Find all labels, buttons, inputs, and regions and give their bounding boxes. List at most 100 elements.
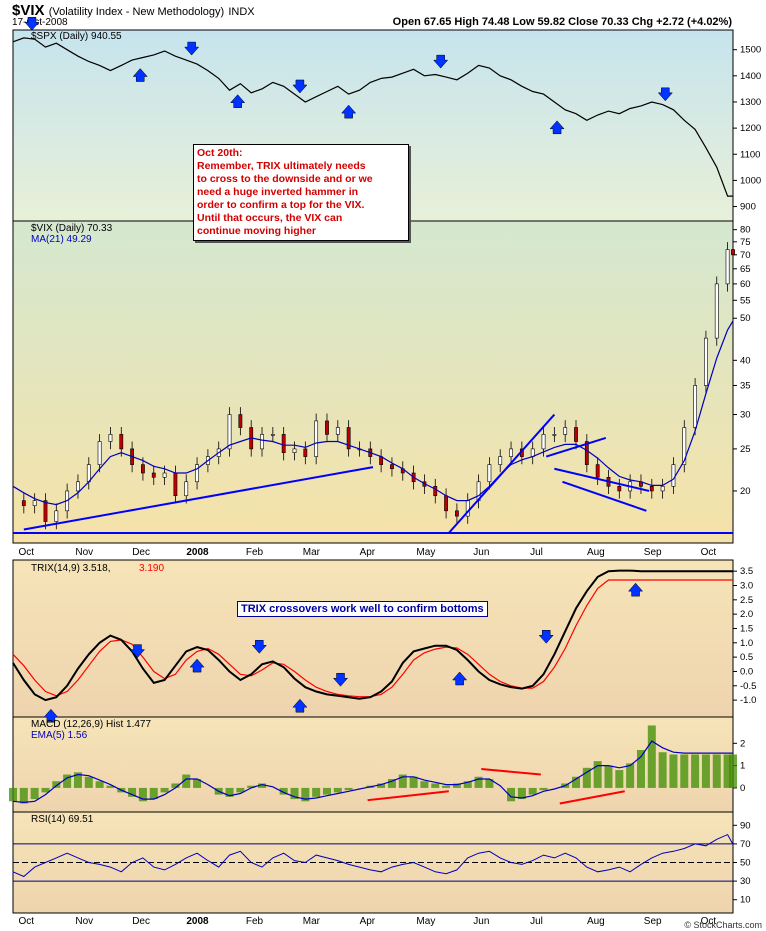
candle-body [314,420,319,457]
ema-line [12,740,733,804]
hist-bar [52,781,61,788]
y-tick-label: 80 [740,225,751,236]
hist-bar [387,779,396,788]
hist-bar [312,787,321,797]
y-tick-label: 65 [740,264,751,275]
candle-body [693,385,698,428]
up-arrow-icon [452,671,468,686]
rsi-legend: RSI(14) 69.51 [31,814,94,825]
x-tick-label: Apr [360,547,376,558]
hist-bar [420,781,429,788]
y-tick-label: 55 [740,295,751,306]
y-tick-label: 25 [740,444,751,455]
x-tick-label: Jun [473,916,489,927]
y-tick-label: 1300 [740,97,761,108]
y-tick-label: 2.0 [740,609,753,620]
y-tick-label: 1 [740,761,745,772]
spx-line [12,37,733,197]
hist-bar [582,767,591,788]
candle-body [552,434,557,436]
up-arrow-icon [43,708,59,723]
divergence-line [481,767,541,776]
hist-bar [729,754,737,788]
hist-bar [701,754,710,788]
hist-bar [431,783,440,788]
x-tick-label: Oct [19,916,35,927]
x-tick-label: Nov [75,916,93,927]
hist-bar [160,787,169,793]
hist-bar [517,787,526,800]
hist-bar [647,725,656,788]
y-tick-label: 900 [740,202,756,213]
y-tick-label: 50 [740,313,751,324]
up-arrow-icon [292,698,308,713]
candle-body [173,472,178,497]
down-arrow-icon [433,54,449,69]
candle-body [32,500,37,506]
y-tick-label: 60 [740,279,751,290]
candle-body [21,500,26,506]
ema-legend: EMA(5) 1.56 [31,730,88,741]
hist-bar [333,787,342,793]
y-tick-label: 50 [740,858,751,869]
x-tick-label: Dec [132,547,150,558]
y-tick-label: 1100 [740,149,760,160]
y-tick-label: -1.0 [740,695,756,706]
hist-bar [572,776,581,788]
down-arrow-icon [332,672,349,687]
y-tick-label: 1400 [740,71,761,82]
x-tick-label: Jul [530,916,543,927]
candle-body [509,448,513,457]
brand-label: © StockCharts.com [684,920,762,930]
y-tick-label: -0.5 [740,681,756,692]
hist-bar [463,781,472,788]
candle-body [346,427,351,450]
candle-body [731,249,735,256]
panel-background [12,559,734,718]
candle-body [335,427,340,435]
x-tick-label: Jun [473,547,489,558]
hist-bar [658,752,667,788]
note-line: to cross to the downside and or we [197,173,373,185]
candle-body [541,434,546,450]
spx-legend: $SPX (Daily) 940.55 [31,31,122,42]
trix-line [12,569,733,702]
candle-body [390,464,394,470]
hist-bar [41,787,50,793]
hist-bar [593,761,602,788]
y-tick-label: 30 [740,876,751,887]
y-tick-label: 1.0 [740,638,753,649]
hist-bar [615,770,624,788]
candle-body [498,456,503,465]
candle-body [563,427,568,435]
hist-bar [9,787,17,802]
note-line: Remember, TRIX ultimately needs [197,160,366,172]
hist-bar [474,776,483,788]
hist-bar [290,787,299,800]
x-tick-label: Mar [303,916,321,927]
y-tick-label: 75 [740,237,751,248]
candle-body [433,486,438,497]
trendline [448,413,556,534]
hist-bar [182,774,191,788]
ma-line [12,320,734,506]
x-tick-label: Oct [701,547,717,558]
candle-body [281,434,286,454]
candle-body [108,434,113,442]
up-arrow-icon [230,94,246,108]
down-arrow-icon [657,87,673,102]
x-tick-label: Sep [644,547,662,558]
hist-bar [95,781,104,788]
y-tick-label: 35 [740,380,751,391]
up-arrow-icon [132,68,148,82]
up-arrow-icon [549,120,565,135]
symbol: $VIX [12,2,45,19]
hist-bar [712,754,721,788]
y-tick-label: 0 [740,783,745,794]
y-tick-label: 0.5 [740,652,753,663]
candle-body [455,510,459,517]
trendline [545,436,607,458]
x-tick-label: Aug [587,916,605,927]
hist-bar [138,787,147,802]
